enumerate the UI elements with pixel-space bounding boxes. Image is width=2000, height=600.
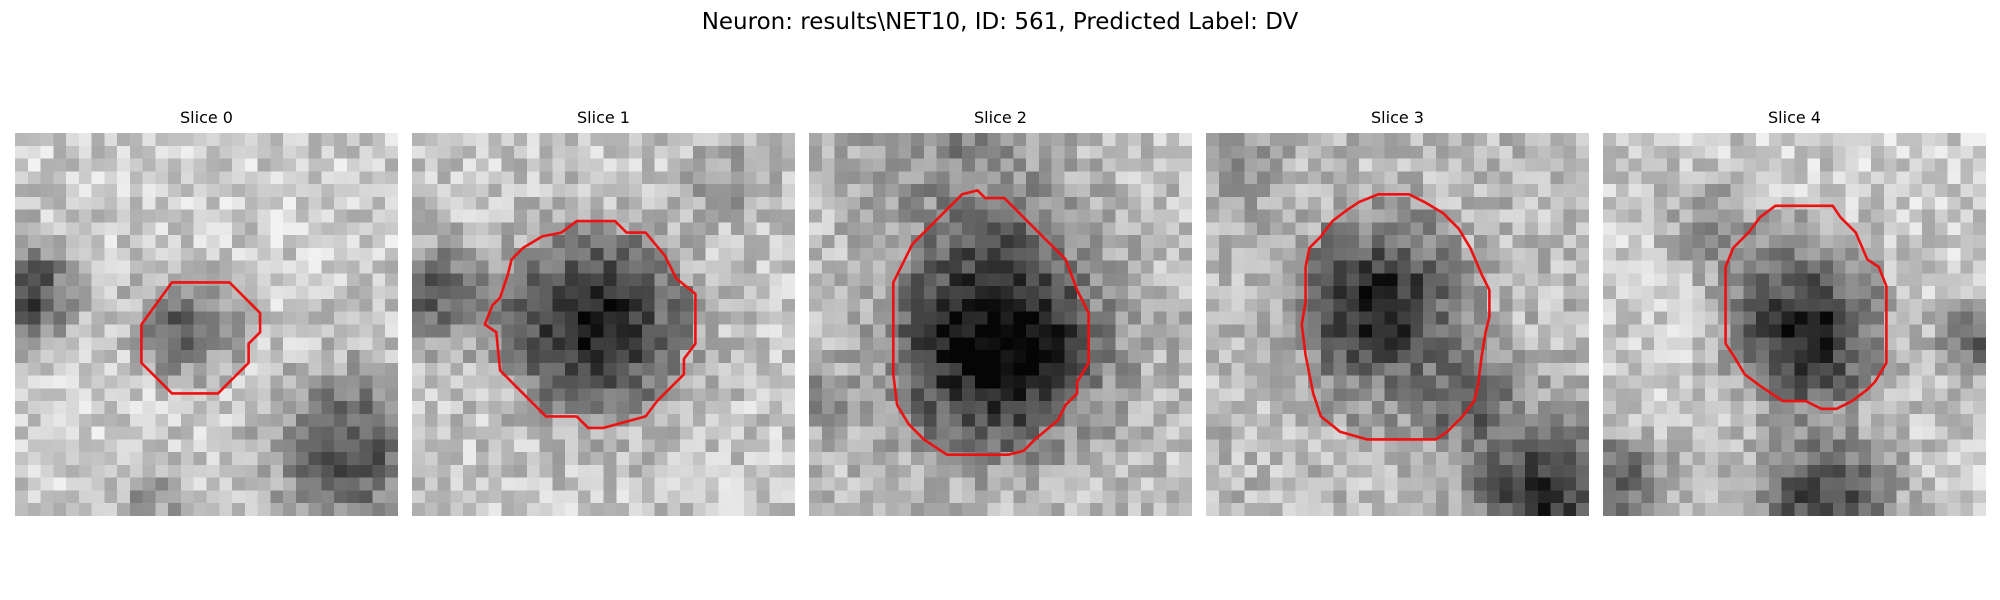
slice-panel-4: Slice 4 — [1603, 108, 1986, 516]
slice-panel-1: Slice 1 — [412, 108, 795, 516]
slice-image-0 — [15, 133, 398, 516]
neuron-contour — [483, 219, 697, 430]
slice-title-3: Slice 3 — [1371, 108, 1424, 127]
slice-image-2 — [809, 133, 1192, 516]
neuron-contour — [140, 281, 262, 395]
slice-panel-3: Slice 3 — [1206, 108, 1589, 516]
figure-title: Neuron: results\NET10, ID: 561, Predicte… — [701, 9, 1299, 35]
slice-image-4 — [1603, 133, 1986, 516]
slice-panel-0: Slice 0 — [15, 108, 398, 516]
slice-title-1: Slice 1 — [577, 108, 630, 127]
slice-panel-2: Slice 2 — [809, 108, 1192, 516]
slice-image-3 — [1206, 133, 1589, 516]
neuron-contour — [1300, 192, 1491, 441]
slice-title-4: Slice 4 — [1768, 108, 1821, 127]
slice-title-2: Slice 2 — [974, 108, 1027, 127]
slice-image-1 — [412, 133, 795, 516]
neuron-contour — [892, 189, 1090, 457]
slice-title-0: Slice 0 — [180, 108, 233, 127]
neuron-contour — [1724, 204, 1888, 411]
